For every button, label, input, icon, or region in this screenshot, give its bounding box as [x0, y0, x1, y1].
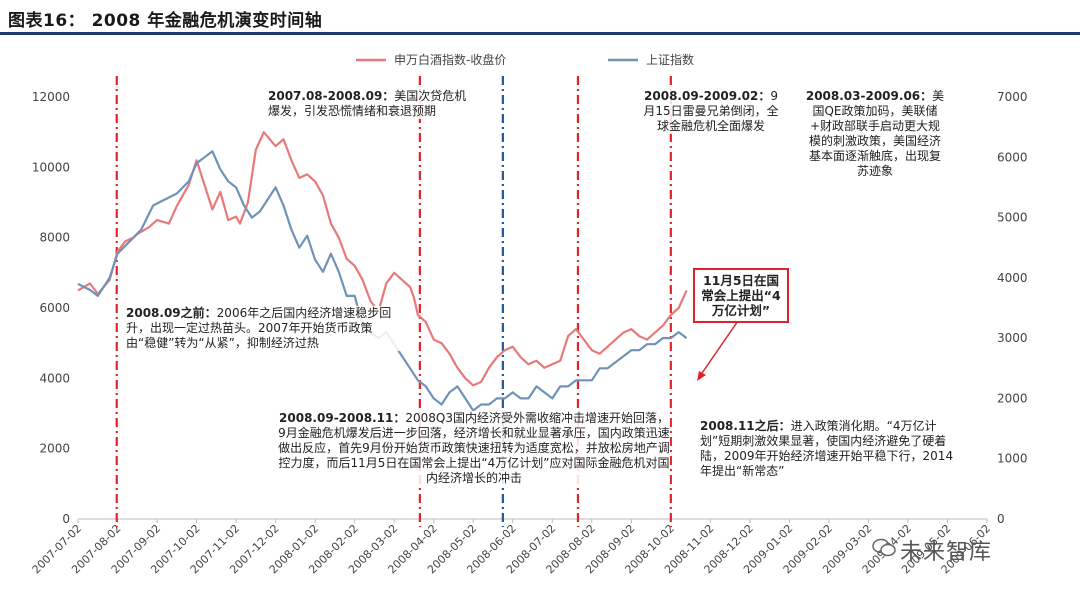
y-right-tick-label: 2000	[997, 391, 1028, 405]
y-left-tick-label: 8000	[39, 231, 70, 245]
watermark: 未来智库	[900, 540, 993, 565]
y-left-tick-label: 4000	[39, 371, 70, 385]
annotation-head: 2008.09-2008.11：	[279, 411, 406, 425]
four-trillion-plan-callout: 11月5日在国常会上提出“4万亿计划”	[693, 268, 789, 323]
annotation-head: 2008.09-2009.02：	[644, 89, 771, 103]
annotation-2007-08-2008-09: 2007.08-2008.09：美国次贷危机爆发，引发恐慌情绪和衰退预期	[268, 89, 468, 119]
y-right-tick-label: 3000	[997, 331, 1028, 345]
annotation-2008-03-2009-06: 2008.03-2009.06：美国QE政策加码，美联储+财政部联手启动更大规模…	[805, 89, 945, 179]
y-right-tick-label: 7000	[997, 90, 1028, 104]
series-line-shanghai	[77, 150, 688, 412]
y-right-tick-label: 0	[997, 512, 1005, 526]
legend-label: 申万白酒指数-收盘价	[394, 52, 506, 67]
y-right-tick-label: 1000	[997, 452, 1028, 466]
y-left-tick-label: 10000	[32, 160, 70, 174]
figure-title: 图表16： 2008 年金融危机演变时间轴	[8, 11, 323, 31]
y-left-tick-label: 12000	[32, 90, 70, 104]
annotation-arrowhead	[697, 371, 706, 381]
annotation-head: 2007.08-2008.09：	[268, 89, 395, 103]
y-left-tick-label: 6000	[39, 301, 70, 315]
annotation-head: 2008.03-2009.06：	[805, 89, 933, 103]
annotation-body: 美国QE政策加码，美联储+财政部联手启动更大规模的刺激政策，美国经济基本面逐渐触…	[808, 89, 945, 178]
annotation-2008-09-2009-02: 2008.09-2009.02：9月15日雷曼兄弟倒闭，全球金融危机全面爆发	[640, 89, 782, 134]
annotation-head: 2008.11之后：	[700, 419, 791, 433]
y-right-tick-label: 5000	[997, 211, 1028, 225]
chart-series	[77, 131, 688, 412]
chart-legend: 申万白酒指数-收盘价 上证指数	[356, 52, 694, 67]
annotation-body: 2008Q3国内经济受外需收缩冲击增速开始回落，9月金融危机爆发后进一步回落，经…	[278, 411, 670, 485]
y-left-tick-label: 2000	[39, 442, 70, 456]
annotation-body: 9月15日雷曼兄弟倒闭，全球金融危机全面爆发	[643, 89, 779, 133]
y-right-tick-label: 4000	[997, 271, 1028, 285]
annotation-arrow	[699, 317, 741, 377]
legend-label: 上证指数	[646, 52, 694, 67]
annotation-after-2008-11: 2008.11之后：进入政策消化期。“4万亿计划”短期刺激效果显著，使国内经济避…	[700, 419, 955, 479]
annotation-head: 2008.09之前：	[126, 306, 217, 320]
y-left-tick-label: 0	[62, 512, 70, 526]
annotation-body: 美国次贷危机爆发，引发恐慌情绪和衰退预期	[268, 89, 467, 118]
title-rule	[0, 32, 1080, 35]
annotation-body: 2006年之后国内经济增速稳步回升，出现一定过热苗头。2007年开始货币政策由“…	[126, 306, 392, 350]
title-bar: 图表16： 2008 年金融危机演变时间轴	[0, 0, 1080, 36]
wechat-icon	[872, 538, 896, 557]
annotation-body: 进入政策消化期。“4万亿计划”短期刺激效果显著，使国内经济避免了硬着陆，2009…	[700, 419, 954, 478]
y-right-tick-label: 6000	[997, 150, 1028, 164]
annotation-2008-09-2008-11: 2008.09-2008.11：2008Q3国内经济受外需收缩冲击增速开始回落，…	[278, 411, 670, 486]
annotation-before-2008-09: 2008.09之前：2006年之后国内经济增速稳步回升，出现一定过热苗头。200…	[126, 306, 400, 351]
